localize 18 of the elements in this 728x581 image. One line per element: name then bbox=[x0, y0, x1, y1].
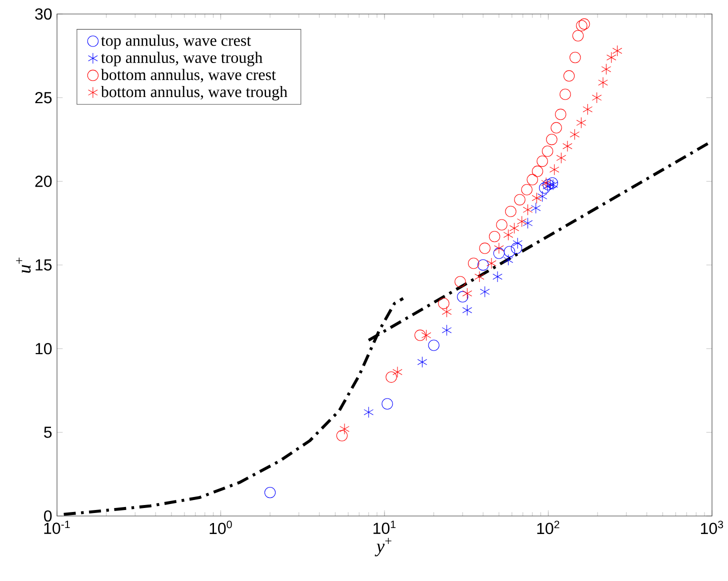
y-tick-label: 25 bbox=[35, 92, 52, 104]
x-tick-label: 10$^{-1}$ bbox=[44, 520, 70, 534]
legend-label: top annulus, wave trough bbox=[101, 52, 262, 66]
y-tick-label: 15 bbox=[36, 259, 52, 271]
legend-label: bottom annulus, wave crest bbox=[100, 68, 276, 82]
x-axis-title: y$^{+}$ bbox=[374, 538, 392, 556]
legend-label: top annulus, wave crest bbox=[101, 34, 252, 50]
x-tick-label: 10$^{1}$ bbox=[374, 520, 396, 534]
x-tick-label: 10$^{3}$ bbox=[701, 520, 724, 534]
y-tick-label: 0 bbox=[44, 510, 52, 522]
legend-label: bottom annulus, wave trough bbox=[100, 86, 288, 101]
x-tick-label: 10$^{0}$ bbox=[210, 520, 232, 534]
y-tick-label: 10 bbox=[36, 342, 52, 354]
y-tick-label: 20 bbox=[35, 176, 52, 187]
y-axis-title: u$^{+}$ bbox=[16, 258, 31, 273]
y-tick-label: 5 bbox=[44, 426, 52, 438]
x-tick-label: 10$^{2}$ bbox=[537, 520, 560, 534]
y-tick-label: 30 bbox=[35, 8, 52, 20]
